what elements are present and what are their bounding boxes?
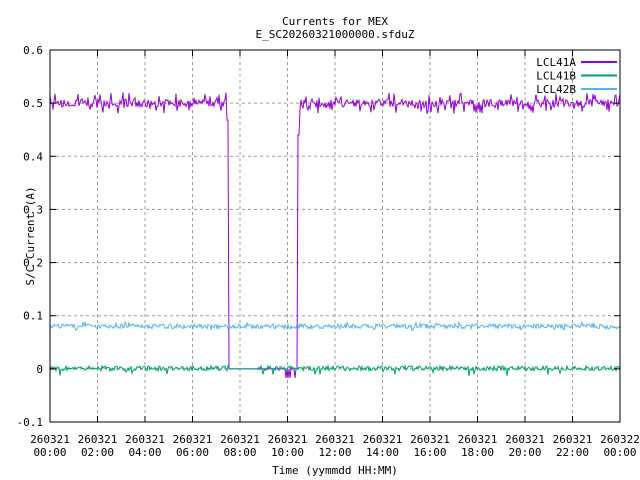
y-tick-label: 0.2: [23, 257, 43, 270]
x-tick-label-time: 20:00: [508, 446, 541, 459]
y-tick-label: 0.1: [23, 310, 43, 323]
x-tick-label-time: 00:00: [603, 446, 636, 459]
y-tick-label: 0.5: [23, 97, 43, 110]
y-tick-label: 0.4: [23, 150, 43, 163]
x-tick-label-date: 260321: [505, 433, 545, 446]
x-tick-label-time: 06:00: [176, 446, 209, 459]
x-tick-label-time: 00:00: [33, 446, 66, 459]
axes: 26032100:0026032102:0026032104:002603210…: [17, 44, 640, 459]
x-tick-label-date: 260321: [173, 433, 213, 446]
x-tick-label-date: 260321: [458, 433, 498, 446]
x-tick-label-date: 260321: [268, 433, 308, 446]
x-tick-label-date: 260321: [553, 433, 593, 446]
x-tick-label-date: 260321: [410, 433, 450, 446]
y-tick-label: 0: [36, 363, 43, 376]
x-tick-label-date: 260321: [30, 433, 70, 446]
x-tick-label-time: 18:00: [461, 446, 494, 459]
legend-label-LCL41B: LCL41B: [536, 70, 576, 83]
y-tick-label: 0.3: [23, 203, 43, 216]
x-tick-label-time: 08:00: [223, 446, 256, 459]
series-LCL41A: [49, 92, 621, 378]
x-tick-label-date: 260321: [78, 433, 118, 446]
x-tick-label-time: 14:00: [366, 446, 399, 459]
chart-title: Currents for MEX: [282, 15, 388, 28]
x-tick-label-time: 12:00: [318, 446, 351, 459]
x-tick-label-time: 04:00: [128, 446, 161, 459]
chart-subtitle: E_SC20260321000000.sfduZ: [256, 28, 415, 41]
grid-lines: [50, 50, 620, 422]
series-LCL41B: [49, 364, 621, 377]
x-axis-label: Time (yymmdd HH:MM): [272, 464, 398, 477]
y-axis-label: S/C Current (A): [24, 186, 37, 285]
x-tick-label-date: 260321: [125, 433, 165, 446]
legend-label-LCL42B: LCL42B: [536, 83, 576, 96]
series-lines: [49, 92, 621, 378]
x-tick-label-time: 16:00: [413, 446, 446, 459]
x-tick-label-time: 10:00: [271, 446, 304, 459]
y-tick-label: 0.6: [23, 44, 43, 57]
y-tick-label: -0.1: [17, 416, 44, 429]
series-LCL42B: [49, 320, 621, 332]
x-tick-label-date: 260322: [600, 433, 640, 446]
x-tick-label-time: 02:00: [81, 446, 114, 459]
x-tick-label-date: 260321: [315, 433, 355, 446]
x-tick-label-time: 22:00: [556, 446, 589, 459]
x-tick-label-date: 260321: [363, 433, 403, 446]
legend-label-LCL41A: LCL41A: [536, 56, 576, 69]
x-tick-label-date: 260321: [220, 433, 260, 446]
